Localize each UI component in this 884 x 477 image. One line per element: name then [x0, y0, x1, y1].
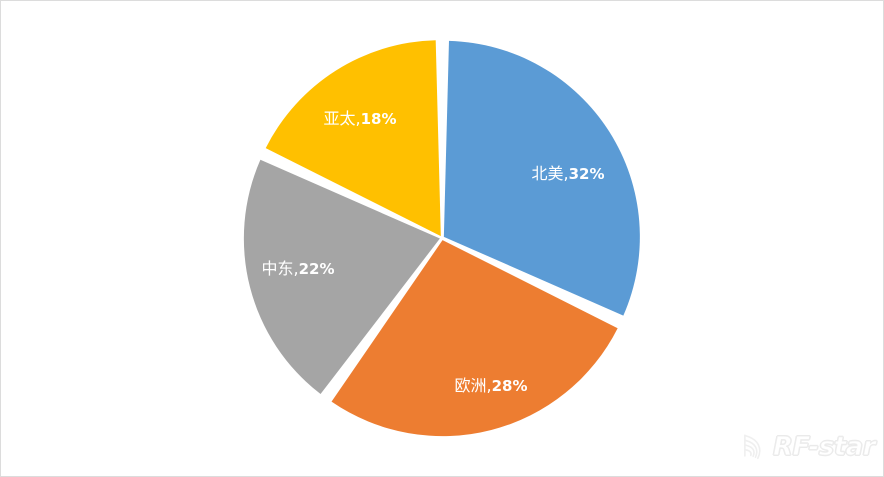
pie-slice-4[interactable]	[265, 40, 441, 237]
pie-slice-1[interactable]	[443, 40, 640, 316]
pie-slice-3[interactable]	[243, 159, 440, 395]
pie-slice-group	[243, 40, 640, 437]
pie-slice-2[interactable]	[331, 240, 618, 437]
